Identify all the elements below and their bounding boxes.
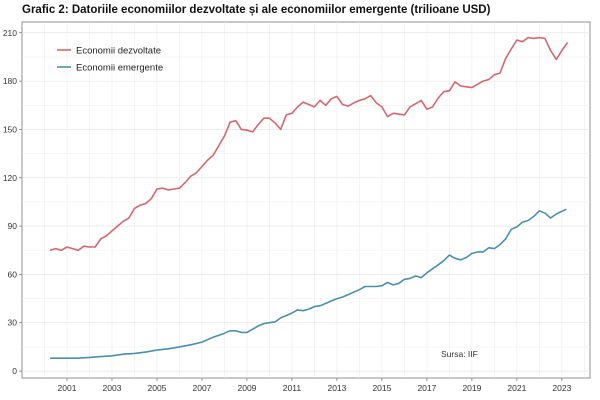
x-tick-label: 2009 xyxy=(237,383,256,393)
x-tick-label: 2011 xyxy=(283,383,302,393)
y-tick-label: 180 xyxy=(3,76,17,86)
y-tick-label: 0 xyxy=(12,366,17,376)
x-tick-label: 2003 xyxy=(103,383,122,393)
x-tick-label: 2007 xyxy=(192,383,211,393)
source-annotation: Sursa: IIF xyxy=(441,349,478,359)
y-tick-label: 210 xyxy=(3,28,17,38)
legend-label: Economii dezvoltate xyxy=(76,46,161,57)
legend-label: Economii emergente xyxy=(76,63,163,74)
legend: Economii dezvoltate Economii emergente xyxy=(57,46,163,74)
x-tick-label: 2019 xyxy=(462,383,481,393)
y-tick-label: 30 xyxy=(8,318,18,328)
x-tick-label: 2001 xyxy=(58,383,77,393)
x-tick-label: 2023 xyxy=(552,383,571,393)
x-tick-label: 2015 xyxy=(372,383,391,393)
series-line-emerging xyxy=(50,208,567,359)
chart-title: Grafic 2: Datoriile economiilor dezvolta… xyxy=(22,4,491,16)
series-line-developed xyxy=(49,36,569,252)
y-tick-label: 60 xyxy=(8,269,18,279)
y-tick-label: 90 xyxy=(8,221,18,231)
y-tick-label: 150 xyxy=(3,124,17,134)
x-tick-label: 2013 xyxy=(327,383,346,393)
plot-panel xyxy=(21,21,591,379)
y-tick-label: 120 xyxy=(3,173,17,183)
x-tick-label: 2005 xyxy=(148,383,167,393)
x-tick-label: 2021 xyxy=(507,383,526,393)
x-tick-label: 2017 xyxy=(417,383,436,393)
